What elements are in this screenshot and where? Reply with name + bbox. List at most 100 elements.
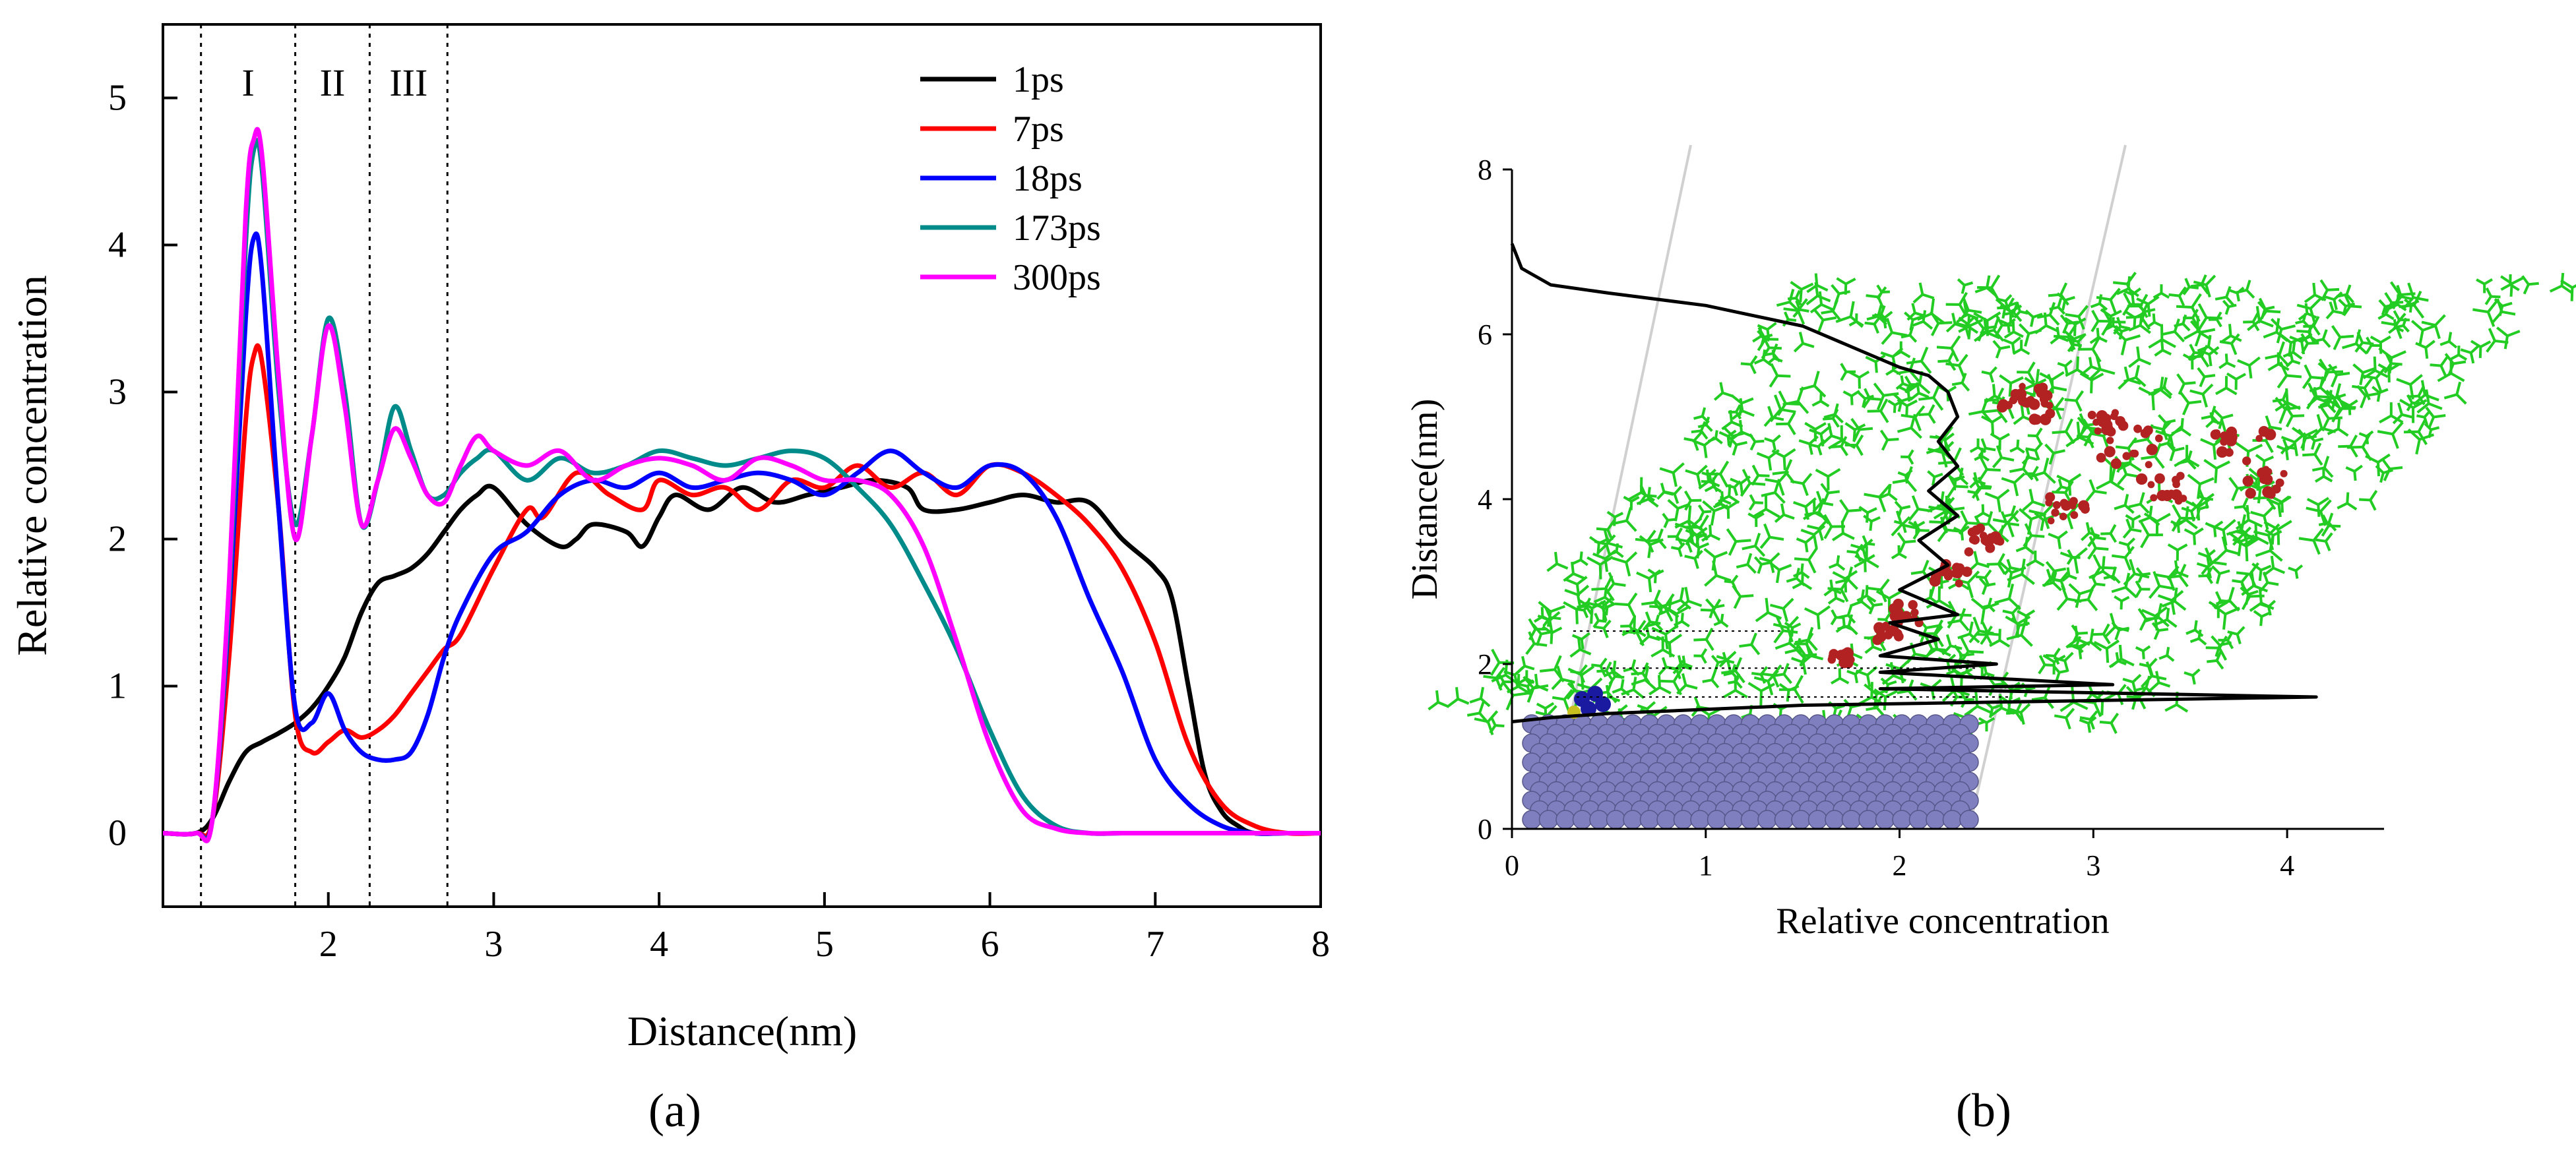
molecule-bond	[1914, 417, 1922, 431]
molecule-bond	[2245, 546, 2249, 562]
molecule-bond	[2124, 504, 2135, 514]
molecule	[2381, 458, 2403, 481]
molecule-bond	[1614, 512, 1623, 518]
molecule-bond	[2089, 628, 2094, 642]
molecule	[2025, 466, 2039, 482]
molecule	[1891, 545, 1907, 560]
molecule-bond	[2213, 444, 2217, 460]
molecule-bond	[2208, 523, 2224, 531]
molecule-bond	[1831, 532, 1844, 541]
y-tick-label: 1	[108, 666, 127, 707]
molecule-bond	[2001, 706, 2015, 715]
molecule-bond	[2177, 543, 2188, 551]
molecule-bond	[2282, 439, 2288, 448]
molecule	[2263, 520, 2292, 545]
molecule-bond	[2282, 351, 2294, 358]
molecule-bond	[2321, 417, 2330, 432]
molecule-bond	[2007, 584, 2015, 599]
molecule-bond	[1740, 475, 1751, 485]
molecule-bond	[2434, 314, 2446, 326]
molecule-bond	[2258, 297, 2268, 312]
molecule	[1638, 484, 1657, 506]
molecule	[2154, 340, 2172, 357]
molecule	[2430, 355, 2449, 377]
molecule-bond	[1728, 680, 1737, 684]
molecule-bond	[2228, 477, 2239, 489]
molecule-bond	[2042, 578, 2052, 588]
molecule	[1974, 275, 1997, 297]
molecule-bond	[1823, 316, 1837, 322]
molecule-bond	[1683, 662, 1693, 669]
molecule-bond	[1566, 689, 1576, 700]
molecule-bond	[1662, 648, 1676, 658]
molecule-bond	[2064, 398, 2077, 402]
molecule-bond	[1836, 277, 1847, 286]
molecule-bond	[1645, 611, 1652, 622]
molecule-bond	[1769, 535, 1784, 541]
molecule-bond	[2153, 386, 2164, 392]
molecule-bond	[2125, 311, 2136, 319]
molecule-bond	[2117, 659, 2127, 666]
molecule-bond	[2295, 564, 2304, 572]
molecule	[1879, 483, 1898, 502]
molecule-bond	[1991, 421, 1994, 435]
red-atom	[2280, 469, 2288, 477]
molecule	[2272, 389, 2291, 409]
molecule	[2213, 409, 2234, 429]
molecule-bond	[2507, 330, 2521, 338]
molecule-bond	[1710, 510, 1716, 526]
molecule	[1586, 555, 1614, 580]
molecule-bond	[1486, 721, 1494, 736]
molecule-bond	[1978, 577, 1988, 587]
molecule-bond	[1888, 590, 1902, 600]
molecule	[1796, 535, 1815, 553]
molecule-bond	[1768, 449, 1780, 460]
molecule-bond	[1986, 331, 2001, 340]
molecule-bond	[1953, 506, 1965, 511]
red-atom	[2262, 474, 2273, 485]
substrate-atom	[1538, 810, 1559, 830]
molecule	[1778, 675, 1804, 704]
molecule	[2236, 562, 2259, 588]
molecule	[2140, 522, 2163, 549]
molecule-bond	[2333, 291, 2343, 301]
red-atom	[1828, 652, 1837, 661]
molecule-bond	[1554, 669, 1565, 682]
molecule-bond	[2385, 303, 2395, 308]
molecule-bond	[1898, 386, 1909, 393]
molecule-bond	[1800, 528, 1815, 536]
molecule-bond	[2345, 293, 2354, 303]
molecule	[1992, 445, 2015, 469]
molecule-bond	[1912, 320, 1924, 327]
molecule-bond	[2091, 309, 2100, 322]
molecule-bond	[2245, 594, 2250, 605]
molecule-bond	[2276, 328, 2283, 344]
molecule-bond	[2074, 598, 2089, 603]
molecule	[1957, 278, 1974, 294]
molecule-bond	[1867, 507, 1877, 514]
molecule-bond	[1722, 689, 1736, 699]
molecule	[2111, 621, 2130, 640]
molecule	[1593, 619, 1612, 638]
molecule-bond	[2263, 455, 2275, 462]
panel-a-x-axis-title: Distance(nm)	[627, 1008, 857, 1054]
molecule-bond	[1854, 423, 1866, 431]
molecule	[1691, 421, 1709, 440]
molecule	[2365, 453, 2391, 477]
molecule-bond	[1592, 553, 1606, 560]
molecule-bond	[2228, 599, 2240, 612]
molecule-bond	[2230, 343, 2238, 355]
molecule-bond	[1813, 309, 1825, 321]
molecule-bond	[1457, 698, 1470, 705]
molecule-bond	[2031, 534, 2045, 538]
molecule-bond	[2269, 535, 2275, 551]
molecule-bond	[1772, 441, 1776, 451]
red-atom	[2264, 429, 2277, 440]
molecule-bond	[2046, 568, 2052, 580]
molecule-bond	[1893, 674, 1906, 682]
molecule-bond	[1612, 557, 1627, 564]
red-atom	[1968, 535, 1977, 544]
molecule-bond	[2183, 671, 2193, 677]
molecule-bond	[2314, 437, 2324, 442]
molecule-bond	[1876, 395, 1885, 410]
